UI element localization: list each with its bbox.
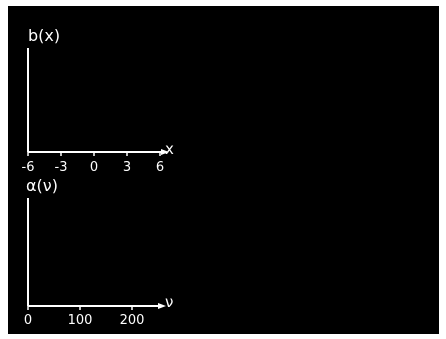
panel1-tick-label: 0 — [90, 160, 98, 175]
panel2-tick-label: 200 — [120, 313, 145, 328]
panel1-tick-label: -6 — [22, 160, 35, 175]
panel1-ylabel: b(x) — [28, 26, 60, 45]
panel1-xlabel: x — [165, 140, 174, 158]
panel1-tick-label: -3 — [55, 160, 68, 175]
panel1-ticks: -6 -3 0 3 6 — [22, 152, 164, 175]
panel2-tick-label: 0 — [24, 313, 32, 328]
panel1-tick-label: 6 — [156, 160, 164, 175]
panel2-x-arrowhead — [158, 303, 166, 309]
panel1-tick-label: 3 — [123, 160, 131, 175]
panel-b-of-x: b(x) x -6 -3 0 3 6 — [22, 26, 174, 175]
panel-alpha-of-nu: α(ν) ν 0 100 200 — [24, 176, 174, 328]
panel2-ticks: 0 100 200 — [24, 306, 145, 328]
panel2-xlabel: ν — [165, 293, 173, 311]
figure-canvas: b(x) x -6 -3 0 3 6 α(ν) ν 0 100 200 — [8, 6, 439, 334]
panel2-tick-label: 100 — [68, 313, 93, 328]
figure-svg: b(x) x -6 -3 0 3 6 α(ν) ν 0 100 200 — [22, 26, 174, 328]
panel2-ylabel: α(ν) — [26, 176, 58, 195]
panel1-x-arrowhead — [161, 149, 169, 155]
